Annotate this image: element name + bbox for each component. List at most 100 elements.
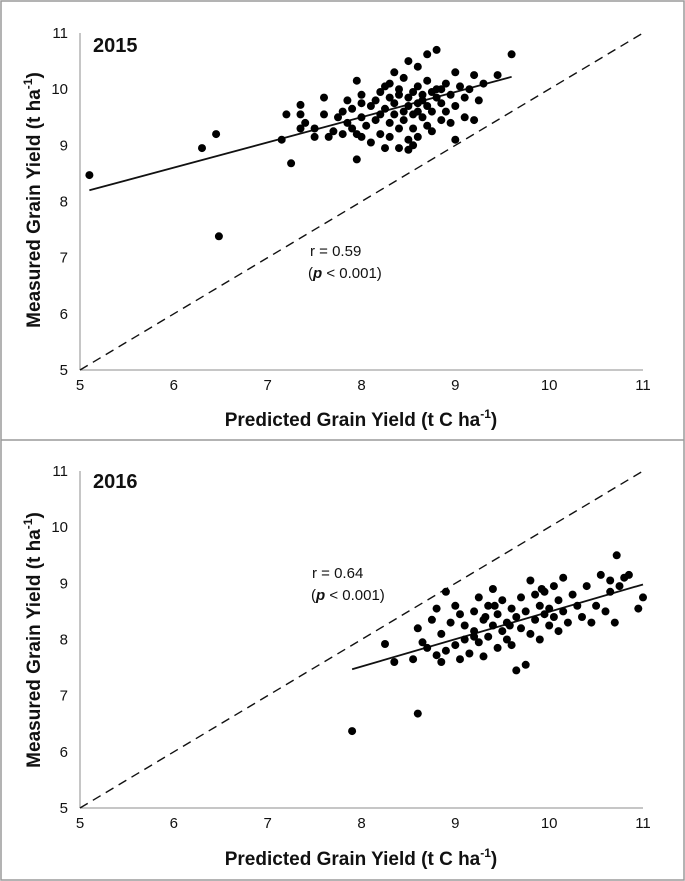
data-point [376, 110, 385, 119]
data-point [484, 601, 493, 610]
x-axis-title: Predicted Grain Yield (t C ha-1) [225, 407, 498, 431]
data-point [460, 621, 469, 630]
data-point [610, 618, 619, 627]
data-point [596, 570, 605, 579]
data-point [493, 610, 502, 619]
x-tick-label: 9 [451, 377, 459, 394]
data-point [498, 596, 507, 605]
trend-line [351, 583, 644, 671]
y-tick-label: 7 [60, 688, 68, 705]
data-point [554, 627, 563, 636]
x-tick-labels: 5 6 7 8 9 10 11 [76, 815, 651, 832]
data-point [474, 638, 483, 647]
data-point [606, 576, 615, 585]
data-point [390, 110, 399, 119]
data-point [460, 113, 469, 122]
data-point [376, 130, 385, 139]
data-point [481, 613, 490, 621]
data-point [488, 585, 497, 593]
data-point [395, 124, 403, 133]
data-point [601, 607, 610, 616]
x-tick-label: 11 [635, 815, 651, 832]
data-point [432, 651, 441, 660]
data-point [521, 607, 530, 616]
data-point [535, 635, 544, 644]
data-point [413, 132, 422, 141]
data-point [385, 93, 394, 102]
data-point [554, 596, 563, 605]
data-point [498, 627, 507, 636]
data-point [441, 587, 450, 596]
data-point [624, 570, 633, 579]
data-point [615, 582, 624, 591]
y-tick-label: 5 [60, 362, 68, 379]
data-point [634, 604, 643, 613]
data-point [301, 118, 310, 127]
data-point [385, 132, 394, 141]
data-point [418, 96, 427, 105]
data-point [512, 613, 521, 621]
data-point [338, 107, 347, 116]
data-point [357, 132, 366, 141]
annotation-p-italic: p [312, 265, 322, 282]
data-point [493, 643, 502, 652]
data-point [381, 640, 389, 648]
data-point [395, 144, 403, 153]
data-point [423, 121, 432, 130]
data-point [531, 590, 540, 599]
data-point [460, 635, 469, 644]
data-point [446, 118, 455, 127]
data-point [399, 107, 408, 116]
y-tick-label: 11 [52, 463, 68, 480]
data-point [437, 629, 446, 638]
data-point [490, 601, 499, 610]
annotation-r: r = 0.59 [310, 243, 361, 260]
x-tick-label: 5 [76, 815, 84, 832]
data-point [352, 76, 361, 85]
data-point [385, 118, 394, 127]
data-point [418, 113, 427, 122]
data-point [214, 232, 223, 241]
y-tick-label: 6 [60, 306, 68, 323]
data-point [441, 107, 450, 116]
y-tick-label: 7 [60, 250, 68, 267]
data-point [437, 116, 446, 125]
data-point [404, 135, 413, 144]
data-point [432, 45, 441, 54]
data-point [409, 141, 418, 150]
data-point [310, 132, 319, 141]
data-point [404, 93, 413, 102]
data-point [507, 641, 516, 650]
data-point [338, 130, 347, 139]
data-point [559, 573, 568, 582]
data-point [474, 593, 483, 602]
data-point [399, 116, 408, 125]
y-axis-title-main: Measured Grain Yield (t ha [24, 89, 45, 328]
x-tick-label: 8 [357, 815, 365, 832]
data-point [423, 643, 432, 652]
data-point [404, 57, 413, 66]
data-point [418, 638, 427, 647]
data-point [606, 587, 615, 596]
x-axis-title-end: ) [491, 410, 497, 431]
data-point [451, 102, 460, 110]
data-point [456, 610, 464, 619]
data-point [470, 632, 479, 641]
y-tick-label: 8 [60, 194, 68, 211]
data-point [540, 610, 549, 619]
data-point [413, 624, 422, 633]
data-point [310, 124, 319, 133]
data-point [465, 85, 474, 94]
y-tick-labels: 5 6 7 8 9 10 11 [51, 25, 68, 379]
data-point [376, 88, 385, 96]
data-point [390, 99, 399, 108]
data-point [343, 118, 352, 127]
data-point [517, 624, 525, 633]
data-point [395, 85, 403, 94]
y-tick-label: 5 [60, 800, 68, 817]
y-tick-label: 6 [60, 744, 68, 761]
data-point [437, 658, 446, 666]
data-point [413, 82, 422, 91]
data-point [381, 144, 389, 153]
identity-line [79, 32, 644, 371]
